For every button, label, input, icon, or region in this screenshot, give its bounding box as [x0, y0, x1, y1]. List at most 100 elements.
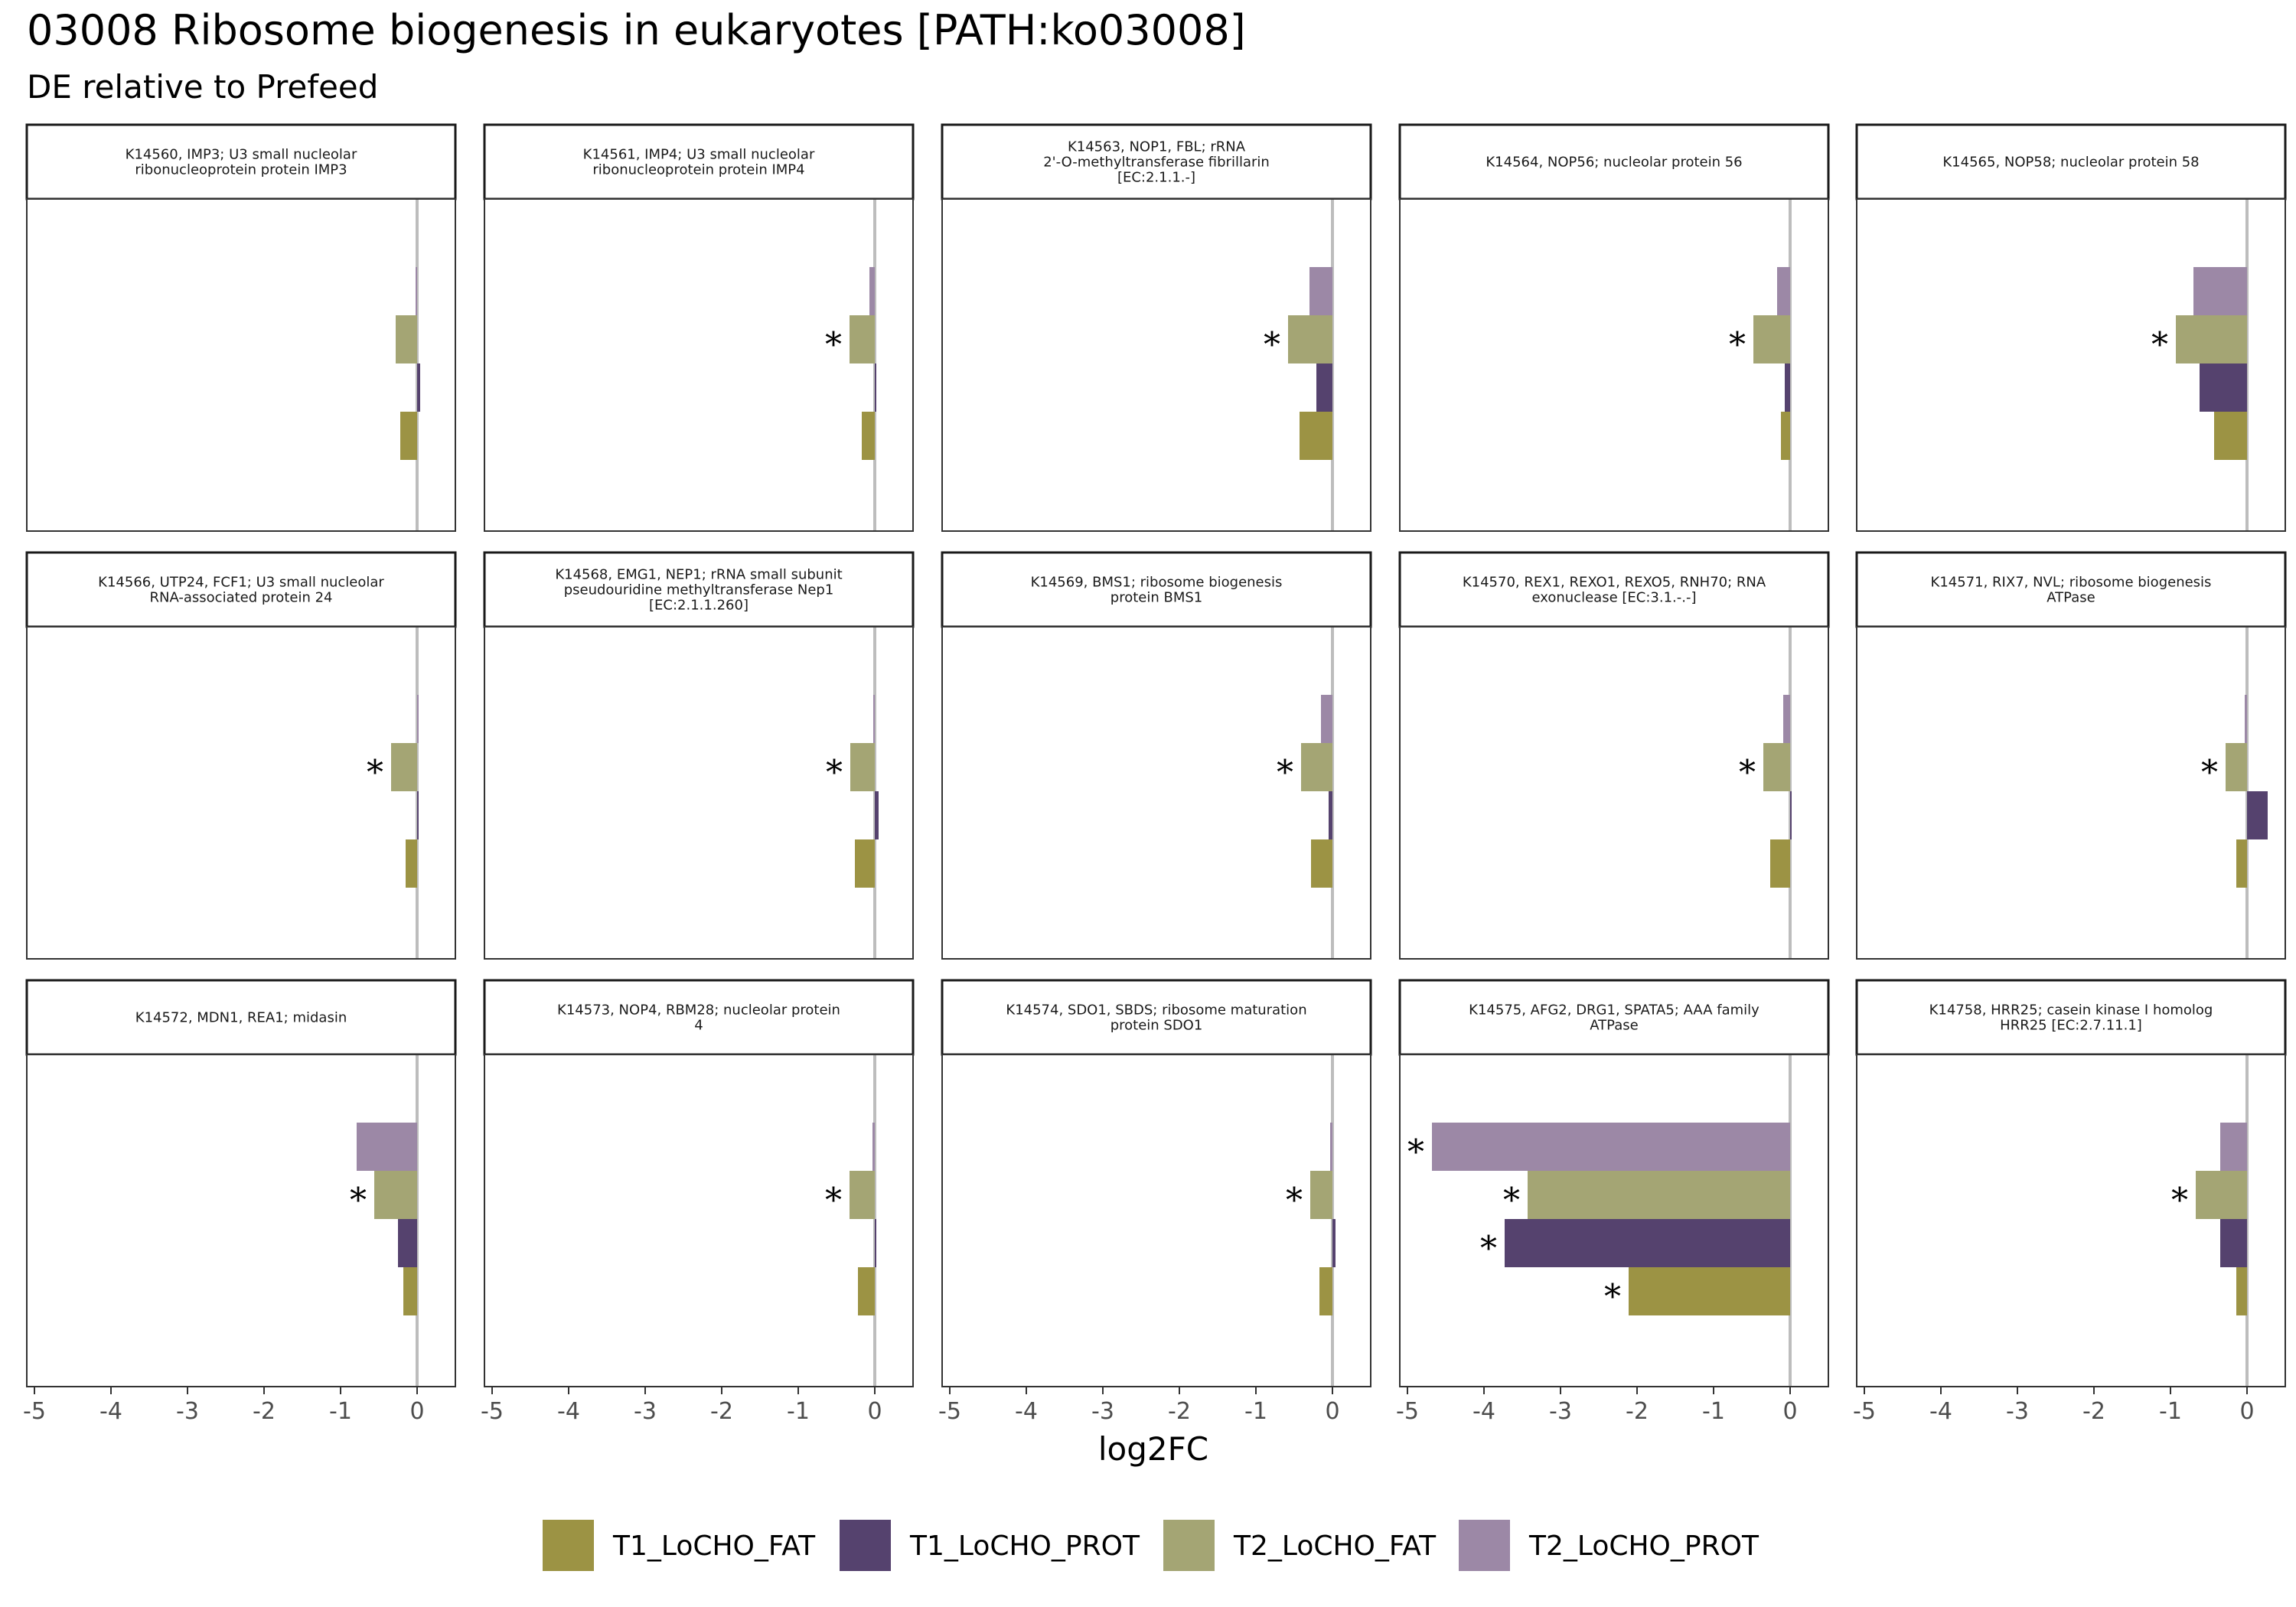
facet-strip-label: K14566, UTP24, FCF1; U3 small nucleolar: [98, 575, 384, 591]
panel-border: [1856, 626, 2286, 960]
x-tick-label: 0: [1325, 1398, 1339, 1425]
panel-background: [484, 627, 913, 959]
x-tick-label: -3: [2006, 1398, 2029, 1425]
facet-panel: K14758, HRR25; casein kinase I homologHR…: [1855, 979, 2287, 1387]
panel-border: [1399, 198, 1829, 532]
panel-background: [1857, 1054, 2285, 1387]
x-tick-label: -5: [481, 1398, 504, 1425]
facet-panel: K14564, NOP56; nucleolar protein 56 *: [1398, 123, 1830, 532]
significance-star: *: [1264, 326, 1280, 365]
facet-strip: [1398, 123, 1830, 200]
facet-strip-label: pseudouridine methyltransferase Nep1: [564, 582, 834, 598]
legend-swatch: [1163, 1520, 1215, 1571]
bar-t2-locho-fat: [2226, 743, 2247, 791]
x-tick-label: 0: [867, 1398, 882, 1425]
facet-strip-label: K14565, NOP58; nucleolar protein 58: [1942, 155, 2199, 171]
x-tick-label: -5: [938, 1398, 961, 1425]
bar-t1-locho-fat: [2214, 412, 2247, 460]
x-tick-label: 0: [2239, 1398, 2254, 1425]
legend-label: T2_LoCHO_PROT: [1528, 1530, 1760, 1562]
panel-border: [1856, 198, 2286, 532]
x-tick-label: -2: [2082, 1398, 2105, 1425]
facet-strip: [25, 123, 457, 200]
x-tick-label: -1: [329, 1398, 352, 1425]
facet-strip-label: protein SDO1: [1110, 1018, 1203, 1034]
facet-strip: [483, 551, 915, 628]
facet-strip: [1398, 979, 1830, 1056]
x-tick-label: -1: [787, 1398, 810, 1425]
facet-strip-label: K14570, REX1, REXO1, REXO5, RNH70; RNA: [1463, 575, 1766, 591]
bar-t1-locho-fat: [403, 1267, 417, 1315]
facet-panel: K14566, UTP24, FCF1; U3 small nucleolarR…: [25, 551, 457, 960]
x-tick-label: 0: [1782, 1398, 1797, 1425]
legend: T1_LoCHO_FAT T1_LoCHO_PROT T2_LoCHO_FAT T2_…: [543, 1520, 1760, 1571]
panel-background: [27, 199, 455, 531]
bar-t1-locho-fat: [858, 1267, 875, 1315]
facet-strip-label: K14758, HRR25; casein kinase I homolog: [1929, 1002, 2213, 1019]
bar-t2-locho-fat: [2176, 315, 2247, 363]
facet-panel: K14569, BMS1; ribosome biogenesisprotein…: [941, 551, 1372, 960]
facet-strip-label: [EC:2.1.1.-]: [1117, 170, 1195, 186]
significance-star: *: [1739, 754, 1756, 793]
panel-background: [942, 627, 1371, 959]
facet-strip-label: exonuclease [EC:3.1.-.-]: [1532, 590, 1697, 606]
facet-strip: [1855, 979, 2287, 1056]
facet-panels: K14560, IMP3; U3 small nucleolarribonucl…: [25, 123, 2287, 1387]
x-tick-label: -4: [99, 1398, 122, 1425]
x-tick-label: -4: [1929, 1398, 1952, 1425]
x-tick-label: -3: [176, 1398, 199, 1425]
x-axis-label: log2FC: [1098, 1430, 1208, 1468]
bar-t1-locho-fat: [1770, 839, 1790, 888]
bar-t1-locho-prot: [1790, 791, 1792, 839]
chart-title: 03008 Ribosome biogenesis in eukaryotes …: [27, 6, 1246, 54]
bar-t1-locho-prot: [2200, 363, 2247, 412]
significance-star: *: [1729, 326, 1746, 365]
panel-background: [1857, 627, 2285, 959]
x-axis-ticks: -5 -4 -3 -2 -1 0 -5 -4 -3 -2 -1 0 -5 -4 -3 -2 -1 0 -5 -4 -3 -…: [23, 1387, 2255, 1425]
bar-t2-locho-fat: [1288, 315, 1332, 363]
bar-t1-locho-fat: [1300, 412, 1332, 460]
bar-t1-locho-prot: [1505, 1219, 1790, 1267]
bar-t2-locho-prot: [416, 267, 417, 315]
x-tick-label: -5: [1853, 1398, 1876, 1425]
legend-item: T1_LoCHO_PROT: [840, 1520, 1140, 1571]
x-tick-label: -2: [1626, 1398, 1649, 1425]
bar-t2-locho-prot: [357, 1123, 417, 1171]
facet-panel: K14574, SDO1, SBDS; ribosome maturationp…: [941, 979, 1372, 1387]
bar-t2-locho-prot: [2193, 267, 2247, 315]
panel-border: [1399, 1054, 1829, 1387]
bar-t1-locho-prot: [1332, 1219, 1336, 1267]
bar-t2-locho-prot: [1777, 267, 1790, 315]
bar-t2-locho-prot: [1309, 267, 1332, 315]
bar-t1-locho-fat: [2236, 839, 2247, 888]
bar-t2-locho-fat: [1301, 743, 1332, 791]
bar-t2-locho-fat: [391, 743, 417, 791]
legend-label: T1_LoCHO_FAT: [612, 1530, 816, 1562]
bar-t1-locho-fat: [1311, 839, 1332, 888]
bar-t1-locho-fat: [406, 839, 417, 888]
legend-label: T2_LoCHO_FAT: [1233, 1530, 1437, 1562]
facet-panel: K14575, AFG2, DRG1, SPATA5; AAA familyAT…: [1398, 979, 1830, 1387]
bar-t1-locho-prot: [1785, 363, 1790, 412]
facet-strip-label: ribonucleoprotein protein IMP3: [135, 162, 347, 178]
x-tick-label: -4: [1473, 1398, 1495, 1425]
facet-strip-label: ATPase: [1590, 1018, 1638, 1034]
facet-strip-label: [EC:2.1.1.260]: [649, 598, 748, 614]
significance-star: *: [825, 1182, 842, 1221]
legend-swatch: [1459, 1520, 1510, 1571]
legend-item: T1_LoCHO_FAT: [543, 1520, 816, 1571]
facet-strip-label: K14571, RIX7, NVL; ribosome biogenesis: [1931, 575, 2212, 591]
x-tick-label: -2: [1168, 1398, 1191, 1425]
legend-item: T2_LoCHO_FAT: [1163, 1520, 1437, 1571]
facet-strip-label: K14560, IMP3; U3 small nucleolar: [126, 147, 357, 163]
x-tick-label: 0: [409, 1398, 424, 1425]
facet-strip-label: K14564, NOP56; nucleolar protein 56: [1486, 155, 1742, 171]
bar-t2-locho-prot: [1321, 695, 1332, 743]
panel-border: [484, 198, 914, 532]
facet-panel: K14570, REX1, REXO1, REXO5, RNH70; RNAex…: [1398, 551, 1830, 960]
facet-panel: K14568, EMG1, NEP1; rRNA small subunitps…: [483, 551, 915, 960]
significance-star: *: [367, 754, 383, 793]
significance-star: *: [2171, 1182, 2188, 1221]
x-tick-label: -3: [634, 1398, 657, 1425]
